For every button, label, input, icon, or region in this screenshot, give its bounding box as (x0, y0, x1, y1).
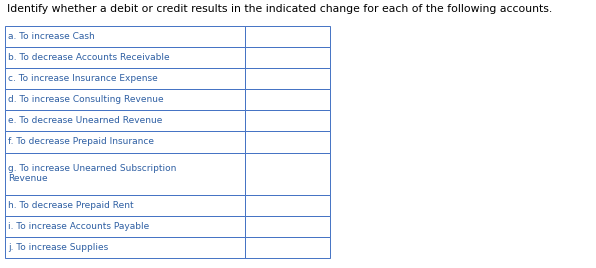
Bar (5, 89, 245, 110)
Bar (5, 47, 245, 68)
Text: h. To decrease Prepaid Rent: h. To decrease Prepaid Rent (8, 201, 134, 210)
Bar (5, 195, 245, 216)
Bar (245, 89, 330, 110)
Bar (245, 216, 330, 237)
Text: e. To decrease Unearned Revenue: e. To decrease Unearned Revenue (8, 116, 162, 125)
Bar (5, 26, 245, 47)
Text: a. To increase Cash: a. To increase Cash (8, 32, 95, 41)
Text: d. To increase Consulting Revenue: d. To increase Consulting Revenue (8, 95, 164, 104)
Bar (5, 216, 245, 237)
Text: i. To increase Accounts Payable: i. To increase Accounts Payable (8, 222, 149, 231)
Bar (245, 47, 330, 68)
Bar (245, 152, 330, 195)
Bar (245, 26, 330, 47)
Bar (245, 195, 330, 216)
Bar (5, 68, 245, 89)
Bar (5, 110, 245, 132)
Bar (245, 110, 330, 132)
Text: b. To decrease Accounts Receivable: b. To decrease Accounts Receivable (8, 53, 170, 62)
Text: f. To decrease Prepaid Insurance: f. To decrease Prepaid Insurance (8, 137, 154, 147)
Text: Identify whether a debit or credit results in the indicated change for each of t: Identify whether a debit or credit resul… (7, 4, 552, 14)
Text: j. To increase Supplies: j. To increase Supplies (8, 243, 108, 252)
Bar (5, 237, 245, 258)
Bar (245, 132, 330, 152)
Bar (245, 237, 330, 258)
Text: g. To increase Unearned Subscription
Revenue: g. To increase Unearned Subscription Rev… (8, 164, 176, 183)
Bar (5, 152, 245, 195)
Text: c. To increase Insurance Expense: c. To increase Insurance Expense (8, 74, 158, 83)
Bar (245, 68, 330, 89)
Bar (5, 132, 245, 152)
